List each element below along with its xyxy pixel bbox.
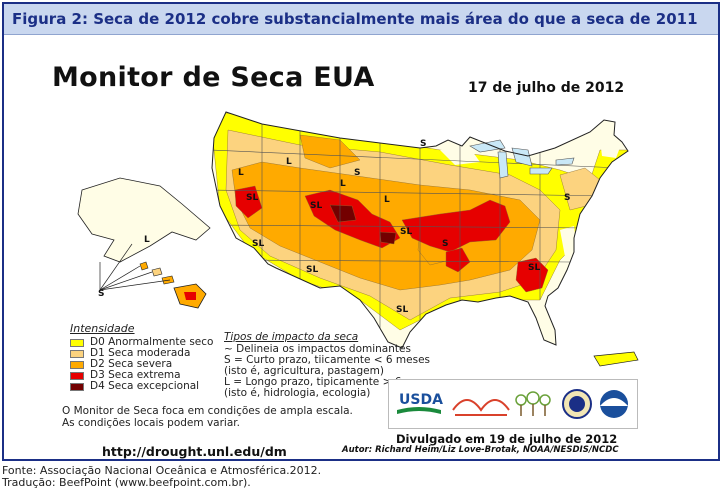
impact-label: L xyxy=(340,179,346,189)
noaa-logo xyxy=(600,390,628,418)
impact-label: L xyxy=(384,195,390,205)
legend-swatch xyxy=(70,360,84,369)
alaska-map xyxy=(77,177,211,263)
authors: Autor: Richard Heim/Liz Love-Brotak, NOA… xyxy=(342,445,619,455)
legend-swatch xyxy=(70,382,84,391)
impact-label: S xyxy=(442,239,448,249)
release-date: Divulgado em 19 de julho de 2012 xyxy=(396,432,618,446)
footer-source: Fonte: Associação Nacional Oceânica e At… xyxy=(2,464,322,477)
impact-label: L xyxy=(238,168,244,178)
impact-label: SL xyxy=(306,265,318,275)
agency-logos: USDA xyxy=(388,379,638,429)
impact-label: SL xyxy=(400,227,412,237)
doc-seal xyxy=(562,389,592,419)
impact-line: (isto é, hidrologia, ecologia) xyxy=(224,387,371,399)
legend-label: D4 Seca excepcional xyxy=(90,380,200,392)
legend-row-d4: D4 Seca excepcional xyxy=(70,381,213,392)
impact-label: S xyxy=(354,168,360,178)
legend-label: D3 Seca extrema xyxy=(90,369,181,381)
tree-logo xyxy=(515,391,551,416)
legend-label: D1 Seca moderada xyxy=(90,347,191,359)
caption-bar: Figura 2: Seca de 2012 cobre substancial… xyxy=(4,4,718,35)
usda-logo: USDA xyxy=(397,390,443,414)
legend-swatch xyxy=(70,371,84,380)
puerto-rico-map xyxy=(593,351,639,367)
impact-label: SL xyxy=(396,305,408,315)
map-title: Monitor de Seca EUA xyxy=(52,62,375,93)
legend-row-d3: D3 Seca extrema xyxy=(70,370,213,381)
impact-label: L xyxy=(286,157,292,167)
impact-line: ~ Delineia os impactos dominantes xyxy=(224,343,411,355)
figure-caption: Figura 2: Seca de 2012 cobre substancial… xyxy=(12,10,698,28)
impact-label: SL xyxy=(310,201,322,211)
legend-label: D0 Anormalmente seco xyxy=(90,336,214,348)
no-drought-areas xyxy=(440,140,622,262)
legend-row-d0: D0 Anormalmente seco xyxy=(70,337,213,348)
impact-labels: S SL L SL SL S SL SL S L L S SL SL L S L xyxy=(98,139,570,315)
note-line: As condições locais podem variar. xyxy=(62,417,240,429)
source-url[interactable]: http://drought.unl.edu/dm xyxy=(102,444,287,459)
state-boundaries xyxy=(212,112,621,330)
footer-translation: Tradução: BeefPoint (www.beefpoint.com.b… xyxy=(2,476,251,489)
ndmc-logo xyxy=(452,399,510,416)
scale-note: O Monitor de Seca foca em condições de a… xyxy=(62,405,353,429)
impact-line: S = Curto prazo, tiicamente < 6 meses xyxy=(224,354,431,366)
impact-label: S xyxy=(420,139,426,149)
impact-legend: ~ Delineia os impactos dominantes S = Cu… xyxy=(224,344,439,399)
hawaii-map xyxy=(139,261,207,309)
intensity-legend-title: Intensidade xyxy=(70,322,135,335)
great-lakes xyxy=(469,139,575,179)
legend-swatch xyxy=(70,349,84,358)
d4-areas xyxy=(329,204,397,245)
note-line: O Monitor de Seca foca em condições de a… xyxy=(62,405,353,417)
legend-swatch xyxy=(70,338,84,347)
impact-label: SL xyxy=(252,239,264,249)
impact-label: S xyxy=(564,193,570,203)
legend-label: D2 Seca severa xyxy=(90,358,173,370)
impact-label: S xyxy=(98,289,104,299)
impact-line: L = Longo prazo, tipicamente > 6 meses xyxy=(224,376,439,388)
intensity-legend: D0 Anormalmente seco D1 Seca moderada D2… xyxy=(70,337,213,392)
svg-text:USDA: USDA xyxy=(399,392,443,408)
impact-line: (isto é, agricultura, pastagem) xyxy=(224,365,384,377)
footer: Fonte: Associação Nacional Oceânica e At… xyxy=(2,465,321,489)
impact-label: SL xyxy=(246,193,258,203)
impact-label: L xyxy=(144,235,150,245)
hawaii-pointer-lines xyxy=(99,243,171,291)
map-date: 17 de julho de 2012 xyxy=(468,80,625,96)
impact-label: SL xyxy=(528,263,540,273)
legend-row-d1: D1 Seca moderada xyxy=(70,348,213,359)
impact-legend-title: Tipos de impacto da seca xyxy=(224,331,359,343)
legend-row-d2: D2 Seca severa xyxy=(70,359,213,370)
